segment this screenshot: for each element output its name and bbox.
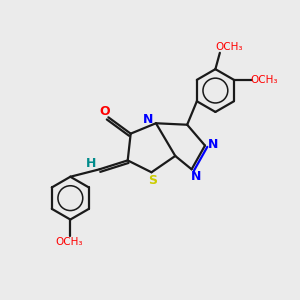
Text: N: N bbox=[191, 170, 201, 183]
Text: N: N bbox=[208, 138, 218, 151]
Text: OCH₃: OCH₃ bbox=[55, 237, 82, 248]
Text: OCH₃: OCH₃ bbox=[215, 43, 242, 52]
Text: N: N bbox=[142, 113, 153, 126]
Text: O: O bbox=[100, 106, 110, 118]
Text: S: S bbox=[148, 173, 158, 187]
Text: H: H bbox=[86, 158, 96, 170]
Text: OCH₃: OCH₃ bbox=[250, 75, 278, 85]
